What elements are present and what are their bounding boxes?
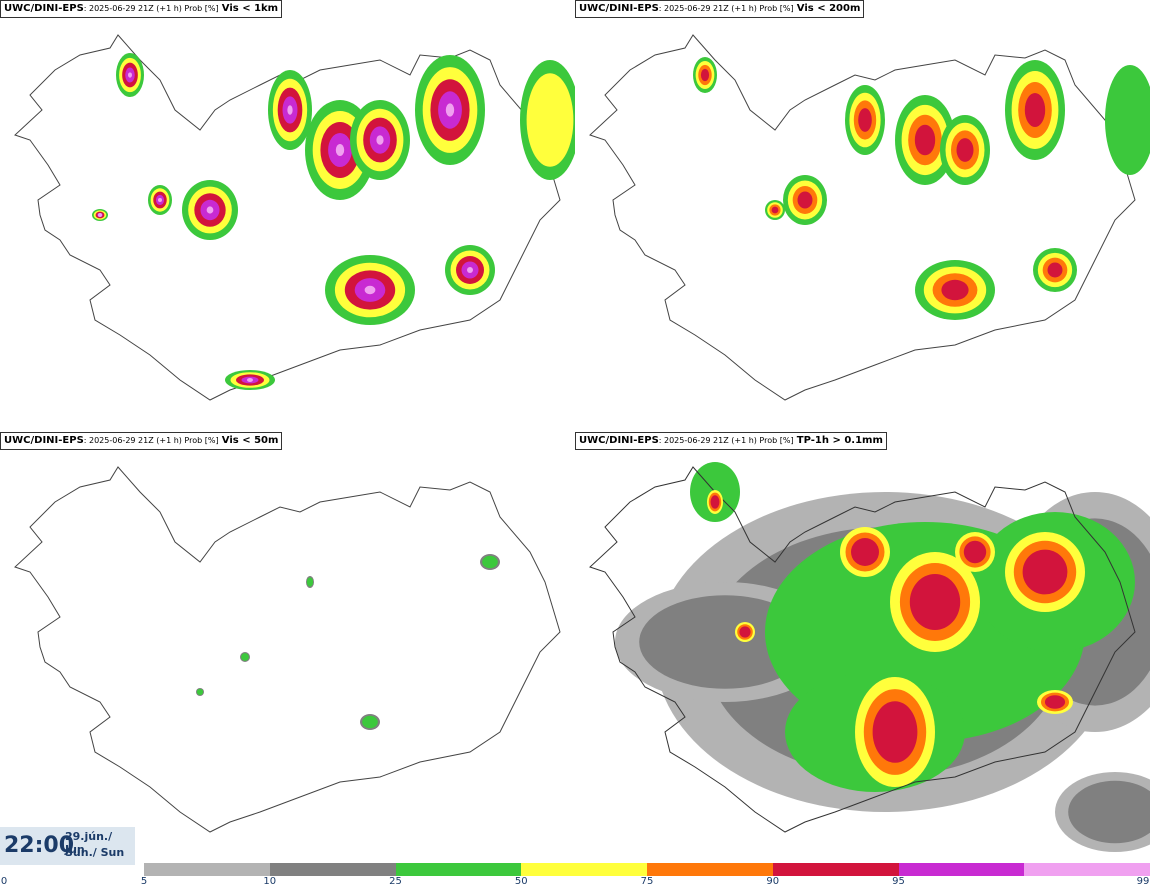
probability-area (196, 688, 204, 696)
probability-area (482, 555, 498, 569)
probability-area (963, 540, 987, 564)
map-panel-vis-200m: UWC/DINI-EPS: 2025-06-29 21Z (+1 h) Prob… (575, 0, 1150, 432)
model-name: UWC/DINI-EPS (4, 435, 84, 446)
probability-area (206, 206, 214, 214)
probability-area (364, 285, 376, 295)
probability-area (98, 213, 102, 217)
map-canvas (589, 462, 1150, 852)
probability-area (739, 626, 751, 638)
colorbar-tick-label: 0 (0, 876, 8, 887)
probability-area (956, 138, 974, 162)
probability-area (376, 135, 384, 145)
probability-area (467, 267, 473, 273)
probability-area (872, 701, 918, 763)
panel-title: UWC/DINI-EPS: 2025-06-29 21Z (+1 h) Prob… (575, 0, 865, 18)
run-info: : 2025-06-29 21Z (+1 h) Prob [%] (83, 436, 219, 445)
colorbar-segment (772, 863, 899, 876)
panel-title: UWC/DINI-EPS: 2025-06-29 21Z (+1 h) Prob… (0, 0, 283, 18)
probability-area (1024, 93, 1046, 127)
colorbar-segment (144, 863, 270, 876)
map-canvas (589, 34, 1150, 401)
colorbar-tick-label: 10 (263, 876, 277, 887)
probability-area (1068, 780, 1150, 844)
variable-label: TP-1h > 0.1mm (796, 435, 883, 446)
probability-area (526, 73, 574, 167)
colorbar-tick-label: 50 (514, 876, 528, 887)
colorbar-segment (269, 863, 396, 876)
variable-label: Vis < 50m (221, 435, 279, 446)
probability-area (287, 105, 293, 115)
colorbar-tick-label: 25 (389, 876, 402, 887)
model-name: UWC/DINI-EPS (4, 3, 84, 14)
colorbar-tick-label: 95 (892, 876, 905, 887)
probability-area (128, 72, 132, 78)
probability-area (306, 577, 314, 587)
valid-time-box: 22:00 29.jún./ Jun Sun./ Sun (0, 827, 135, 865)
probability-area (909, 574, 961, 630)
probability-area (158, 198, 162, 202)
valid-date: 29.jún./ Jun (65, 830, 113, 856)
colorbar-segment (521, 863, 647, 876)
variable-label: Vis < 1km (221, 3, 279, 14)
probability-area (247, 378, 253, 382)
map-canvas (14, 34, 575, 401)
probability-area (362, 715, 378, 729)
model-name: UWC/DINI-EPS (579, 435, 659, 446)
probability-area (1105, 65, 1150, 175)
colorbar-segment (898, 863, 1025, 876)
colorbar-tick-label: 99 (1136, 876, 1150, 887)
probability-area (858, 108, 872, 132)
map-canvas (14, 466, 561, 833)
model-name: UWC/DINI-EPS (579, 3, 659, 14)
probability-area (1044, 695, 1066, 709)
map-panel-tp-1h: UWC/DINI-EPS: 2025-06-29 21Z (+1 h) Prob… (575, 432, 1150, 864)
probability-area (941, 279, 969, 301)
probability-area (241, 653, 249, 661)
probability-area (335, 144, 345, 156)
probability-area (1022, 549, 1068, 595)
map-panel-vis-50m: UWC/DINI-EPS: 2025-06-29 21Z (+1 h) Prob… (0, 432, 575, 864)
valid-weekday: Sun./ Sun (65, 846, 125, 859)
probability-area (771, 206, 779, 214)
probability-area (445, 103, 455, 117)
panel-title: UWC/DINI-EPS: 2025-06-29 21Z (+1 h) Prob… (0, 432, 283, 450)
colorbar-tick-label: 5 (140, 876, 148, 887)
probability-area (914, 124, 936, 156)
panel-title: UWC/DINI-EPS: 2025-06-29 21Z (+1 h) Prob… (575, 432, 887, 450)
valid-time: 22:00 (4, 833, 75, 858)
colorbar-segment (647, 863, 773, 876)
map-panel-vis-1km: UWC/DINI-EPS: 2025-06-29 21Z (+1 h) Prob… (0, 0, 575, 432)
colorbar-tick-label: 90 (766, 876, 780, 887)
colorbar-tick-label: 75 (640, 876, 654, 887)
probability-area (797, 191, 813, 209)
run-info: : 2025-06-29 21Z (+1 h) Prob [%] (83, 4, 219, 13)
probability-area (1047, 262, 1063, 278)
colorbar (144, 863, 1150, 876)
probability-area (851, 538, 879, 566)
colorbar-segment (395, 863, 522, 876)
run-info: : 2025-06-29 21Z (+1 h) Prob [%] (658, 436, 794, 445)
variable-label: Vis < 200m (796, 3, 861, 14)
probability-area (710, 495, 720, 509)
run-info: : 2025-06-29 21Z (+1 h) Prob [%] (658, 4, 794, 13)
probability-area (700, 68, 710, 82)
colorbar-segment (1024, 863, 1150, 876)
